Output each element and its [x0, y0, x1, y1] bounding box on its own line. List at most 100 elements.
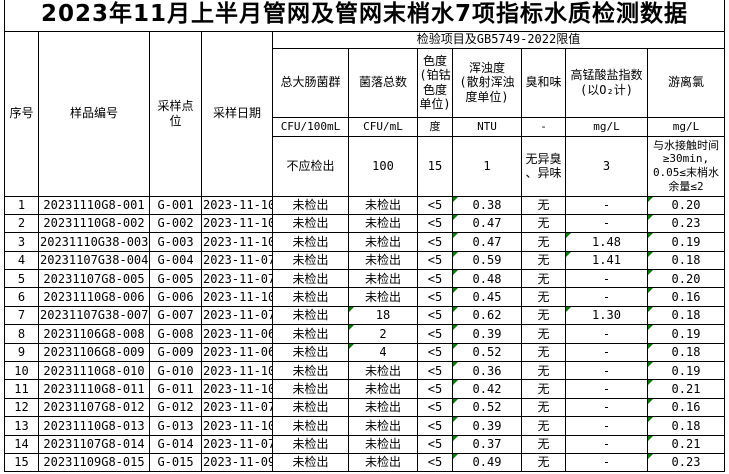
cell-coliform[interactable]: 未检出 [272, 324, 349, 344]
cell-point[interactable]: G-001 [149, 195, 202, 215]
cell-chroma[interactable]: <5 [417, 195, 453, 215]
cell-coliform[interactable]: 未检出 [272, 416, 349, 436]
page-title[interactable]: 2023年11月上半月管网及管网末梢水7项指标水质检测数据 [4, 0, 725, 32]
cell-permanganate[interactable]: - [565, 342, 648, 363]
cell-chlorine[interactable]: 0.16 [647, 287, 725, 307]
cell-point[interactable]: G-012 [149, 397, 202, 418]
cell-coliform[interactable]: 未检出 [272, 452, 349, 473]
cell-permanganate[interactable]: - [565, 434, 648, 454]
cell-date[interactable]: 2023-11-09 [201, 452, 273, 473]
cell-odor[interactable]: 无 [521, 287, 566, 307]
cell-date[interactable]: 2023-11-06 [201, 342, 273, 363]
cell-date[interactable]: 2023-11-07 [201, 397, 273, 418]
cell-turbidity[interactable]: 0.52 [452, 397, 522, 418]
cell-colony[interactable]: 未检出 [348, 250, 418, 271]
cell-date[interactable]: 2023-11-10 [201, 361, 273, 381]
cell-coliform[interactable]: 未检出 [272, 269, 349, 289]
cell-date[interactable]: 2023-11-07 [201, 269, 273, 289]
cell-sample[interactable]: 20231106G8-008 [38, 324, 150, 344]
limit-turbidity[interactable]: 1 [452, 135, 522, 197]
cell-permanganate[interactable]: - [565, 324, 648, 344]
cell-chlorine[interactable]: 0.20 [647, 195, 725, 215]
unit-chroma[interactable]: 度 [417, 116, 453, 137]
cell-point[interactable]: G-003 [149, 232, 202, 252]
cell-date[interactable]: 2023-11-10 [201, 213, 273, 234]
col-header-turbidity[interactable]: 浑浊度 (散射浑浊 度单位) [452, 47, 522, 118]
cell-coliform[interactable]: 未检出 [272, 434, 349, 454]
col-header-colony-count[interactable]: 菌落总数 [348, 47, 418, 118]
cell-colony[interactable]: 未检出 [348, 361, 418, 381]
unit-colony-count[interactable]: CFU/mL [348, 116, 418, 137]
cell-no[interactable]: 12 [4, 397, 39, 418]
cell-sample[interactable]: 20231110G8-010 [38, 361, 150, 381]
cell-sample[interactable]: 20231110G8-013 [38, 416, 150, 436]
cell-sample[interactable]: 20231107G8-014 [38, 434, 150, 454]
cell-point[interactable]: G-015 [149, 452, 202, 473]
cell-chroma[interactable]: <5 [417, 379, 453, 399]
cell-turbidity[interactable]: 0.39 [452, 324, 522, 344]
cell-permanganate[interactable]: 1.30 [565, 305, 648, 326]
cell-date[interactable]: 2023-11-10 [201, 232, 273, 252]
cell-no[interactable]: 14 [4, 434, 39, 454]
cell-coliform[interactable]: 未检出 [272, 213, 349, 234]
span-header-test-items[interactable]: 检验项目及GB5749-2022限值 [272, 30, 725, 49]
cell-chroma[interactable]: <5 [417, 342, 453, 363]
cell-turbidity[interactable]: 0.49 [452, 452, 522, 473]
cell-sample[interactable]: 20231107G8-005 [38, 269, 150, 289]
cell-chroma[interactable]: <5 [417, 305, 453, 326]
cell-no[interactable]: 2 [4, 213, 39, 234]
cell-coliform[interactable]: 未检出 [272, 342, 349, 363]
unit-turbidity[interactable]: NTU [452, 116, 522, 137]
cell-colony[interactable]: 未检出 [348, 287, 418, 307]
cell-chroma[interactable]: <5 [417, 434, 453, 454]
limit-total-coliform[interactable]: 不应检出 [272, 135, 349, 197]
cell-colony[interactable]: 未检出 [348, 213, 418, 234]
cell-coliform[interactable]: 未检出 [272, 195, 349, 215]
cell-colony[interactable]: 未检出 [348, 434, 418, 454]
col-header-odor[interactable]: 臭和味 [521, 47, 566, 118]
cell-point[interactable]: G-008 [149, 324, 202, 344]
cell-sample[interactable]: 20231110G38-003 [38, 232, 150, 252]
cell-no[interactable]: 6 [4, 287, 39, 307]
cell-sample[interactable]: 20231106G8-009 [38, 342, 150, 363]
cell-coliform[interactable]: 未检出 [272, 305, 349, 326]
cell-colony[interactable]: 4 [348, 342, 418, 363]
cell-chroma[interactable]: <5 [417, 287, 453, 307]
cell-odor[interactable]: 无 [521, 250, 566, 271]
cell-chroma[interactable]: <5 [417, 452, 453, 473]
cell-point[interactable]: G-005 [149, 269, 202, 289]
cell-odor[interactable]: 无 [521, 232, 566, 252]
col-header-free-chlorine[interactable]: 游离氯 [647, 47, 725, 118]
col-header-chroma[interactable]: 色度 (铂钴 色度 单位) [417, 47, 453, 118]
cell-sample[interactable]: 20231110G8-001 [38, 195, 150, 215]
cell-permanganate[interactable]: - [565, 397, 648, 418]
cell-no[interactable]: 3 [4, 232, 39, 252]
cell-chroma[interactable]: <5 [417, 416, 453, 436]
cell-no[interactable]: 5 [4, 269, 39, 289]
cell-colony[interactable]: 未检出 [348, 269, 418, 289]
cell-no[interactable]: 11 [4, 379, 39, 399]
cell-chroma[interactable]: <5 [417, 250, 453, 271]
cell-no[interactable]: 4 [4, 250, 39, 271]
unit-free-chlorine[interactable]: mg/L [647, 116, 725, 137]
cell-point[interactable]: G-011 [149, 379, 202, 399]
cell-sample[interactable]: 20231110G8-011 [38, 379, 150, 399]
col-header-sample-id[interactable]: 样品编号 [38, 30, 150, 197]
cell-turbidity[interactable]: 0.47 [452, 213, 522, 234]
cell-chlorine[interactable]: 0.18 [647, 250, 725, 271]
cell-colony[interactable]: 未检出 [348, 232, 418, 252]
cell-chroma[interactable]: <5 [417, 397, 453, 418]
cell-date[interactable]: 2023-11-07 [201, 434, 273, 454]
cell-odor[interactable]: 无 [521, 416, 566, 436]
cell-date[interactable]: 2023-11-10 [201, 287, 273, 307]
cell-no[interactable]: 13 [4, 416, 39, 436]
cell-colony[interactable]: 未检出 [348, 452, 418, 473]
cell-point[interactable]: G-002 [149, 213, 202, 234]
cell-chlorine[interactable]: 0.18 [647, 305, 725, 326]
col-header-permanganate-index[interactable]: 高锰酸盐指数 (以O₂计) [565, 47, 648, 118]
cell-chroma[interactable]: <5 [417, 324, 453, 344]
cell-permanganate[interactable]: 1.41 [565, 250, 648, 271]
cell-turbidity[interactable]: 0.36 [452, 361, 522, 381]
limit-free-chlorine[interactable]: 与水接触时间 ≥30min, 0.05≤末梢水 余量≤2 [647, 135, 725, 197]
cell-date[interactable]: 2023-11-10 [201, 379, 273, 399]
